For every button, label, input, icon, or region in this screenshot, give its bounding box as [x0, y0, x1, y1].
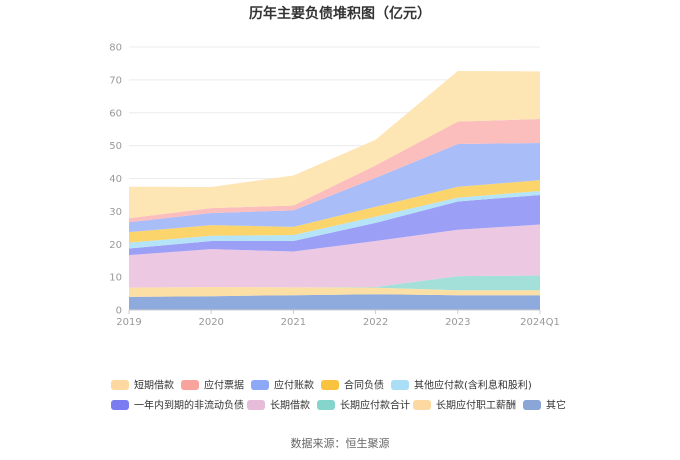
legend-item-9[interactable]: 其它 — [523, 399, 566, 412]
data-source-note: 数据来源：恒生聚源 — [291, 436, 390, 450]
legend-label-1: 应付票据 — [204, 379, 244, 392]
legend-item-0[interactable]: 短期借款 — [111, 379, 174, 392]
legend-swatch-1 — [181, 380, 199, 390]
legend-label-8: 长期应付职工薪酬 — [436, 399, 516, 412]
chart-title: 历年主要负债堆积图（亿元） — [249, 5, 431, 22]
y-tick-label-80: 80 — [109, 43, 122, 54]
legend-item-5[interactable]: 一年内到期的非流动负债 — [111, 399, 244, 412]
area-series-8[interactable] — [129, 119, 540, 223]
area-series-1[interactable] — [129, 286, 540, 297]
y-tick-label-30: 30 — [109, 207, 122, 218]
legend-item-4[interactable]: 其他应付款(含利息和股利) — [391, 379, 532, 392]
legend-item-1[interactable]: 应付票据 — [181, 379, 244, 392]
legend-label-5: 一年内到期的非流动负债 — [134, 399, 244, 412]
y-tick-label-70: 70 — [109, 75, 122, 86]
y-tick-label-50: 50 — [109, 141, 122, 152]
x-tick-label-4: 2023 — [445, 317, 470, 328]
legend-item-3[interactable]: 合同负债 — [321, 379, 384, 392]
legend-label-0: 短期借款 — [134, 379, 174, 392]
x-tick-label-5: 2024Q1 — [520, 317, 560, 328]
area-series-5[interactable] — [129, 190, 540, 249]
legend-item-7[interactable]: 长期应付款合计 — [317, 399, 410, 412]
legend-swatch-2 — [251, 380, 269, 390]
legend-swatch-3 — [321, 380, 339, 390]
y-tick-label-40: 40 — [109, 174, 122, 185]
legend-item-8[interactable]: 长期应付职工薪酬 — [413, 399, 516, 412]
legend-label-3: 合同负债 — [344, 379, 384, 392]
legend-item-2[interactable]: 应付账款 — [251, 379, 314, 392]
legend-swatch-8 — [413, 400, 431, 410]
legend-label-7: 长期应付款合计 — [340, 399, 410, 412]
legend-swatch-7 — [317, 400, 335, 410]
legend-swatch-9 — [523, 400, 541, 410]
legend-label-4: 其他应付款(含利息和股利) — [414, 379, 532, 392]
area-series-0[interactable] — [129, 294, 540, 310]
area-series-3[interactable] — [129, 224, 540, 288]
legend: 短期借款 应付票据 应付账款 合同负债 其他应付款(含利息和股利) 一年内到期的非流动负债… — [111, 379, 566, 412]
legend-label-9: 其它 — [546, 399, 566, 412]
legend-swatch-5 — [111, 400, 129, 410]
legend-swatch-4 — [391, 380, 409, 390]
area-series-7[interactable] — [129, 143, 540, 233]
x-tick-label-0: 2019 — [116, 317, 141, 328]
area-series-2[interactable] — [129, 275, 540, 291]
legend-swatch-0 — [111, 380, 129, 390]
area-series-9[interactable] — [129, 71, 540, 219]
y-tick-label-10: 10 — [109, 273, 122, 284]
x-tick-label-1: 2020 — [198, 317, 223, 328]
area-series-6[interactable] — [129, 180, 540, 243]
y-tick-label-0: 0 — [116, 306, 122, 317]
axis-layer: 0 10 20 30 40 50 60 70 80 2019 2020 2021 2022 2023 202… — [109, 43, 560, 329]
x-tick-label-2: 2021 — [281, 317, 306, 328]
y-tick-label-60: 60 — [109, 108, 122, 119]
y-tick-label-20: 20 — [109, 240, 122, 251]
area-layer — [129, 71, 540, 310]
legend-item-6[interactable]: 长期借款 — [247, 399, 310, 412]
x-tick-label-3: 2022 — [363, 317, 388, 328]
legend-label-6: 长期借款 — [270, 399, 310, 412]
legend-label-2: 应付账款 — [274, 379, 314, 392]
legend-swatch-6 — [247, 400, 265, 410]
area-series-4[interactable] — [129, 194, 540, 256]
